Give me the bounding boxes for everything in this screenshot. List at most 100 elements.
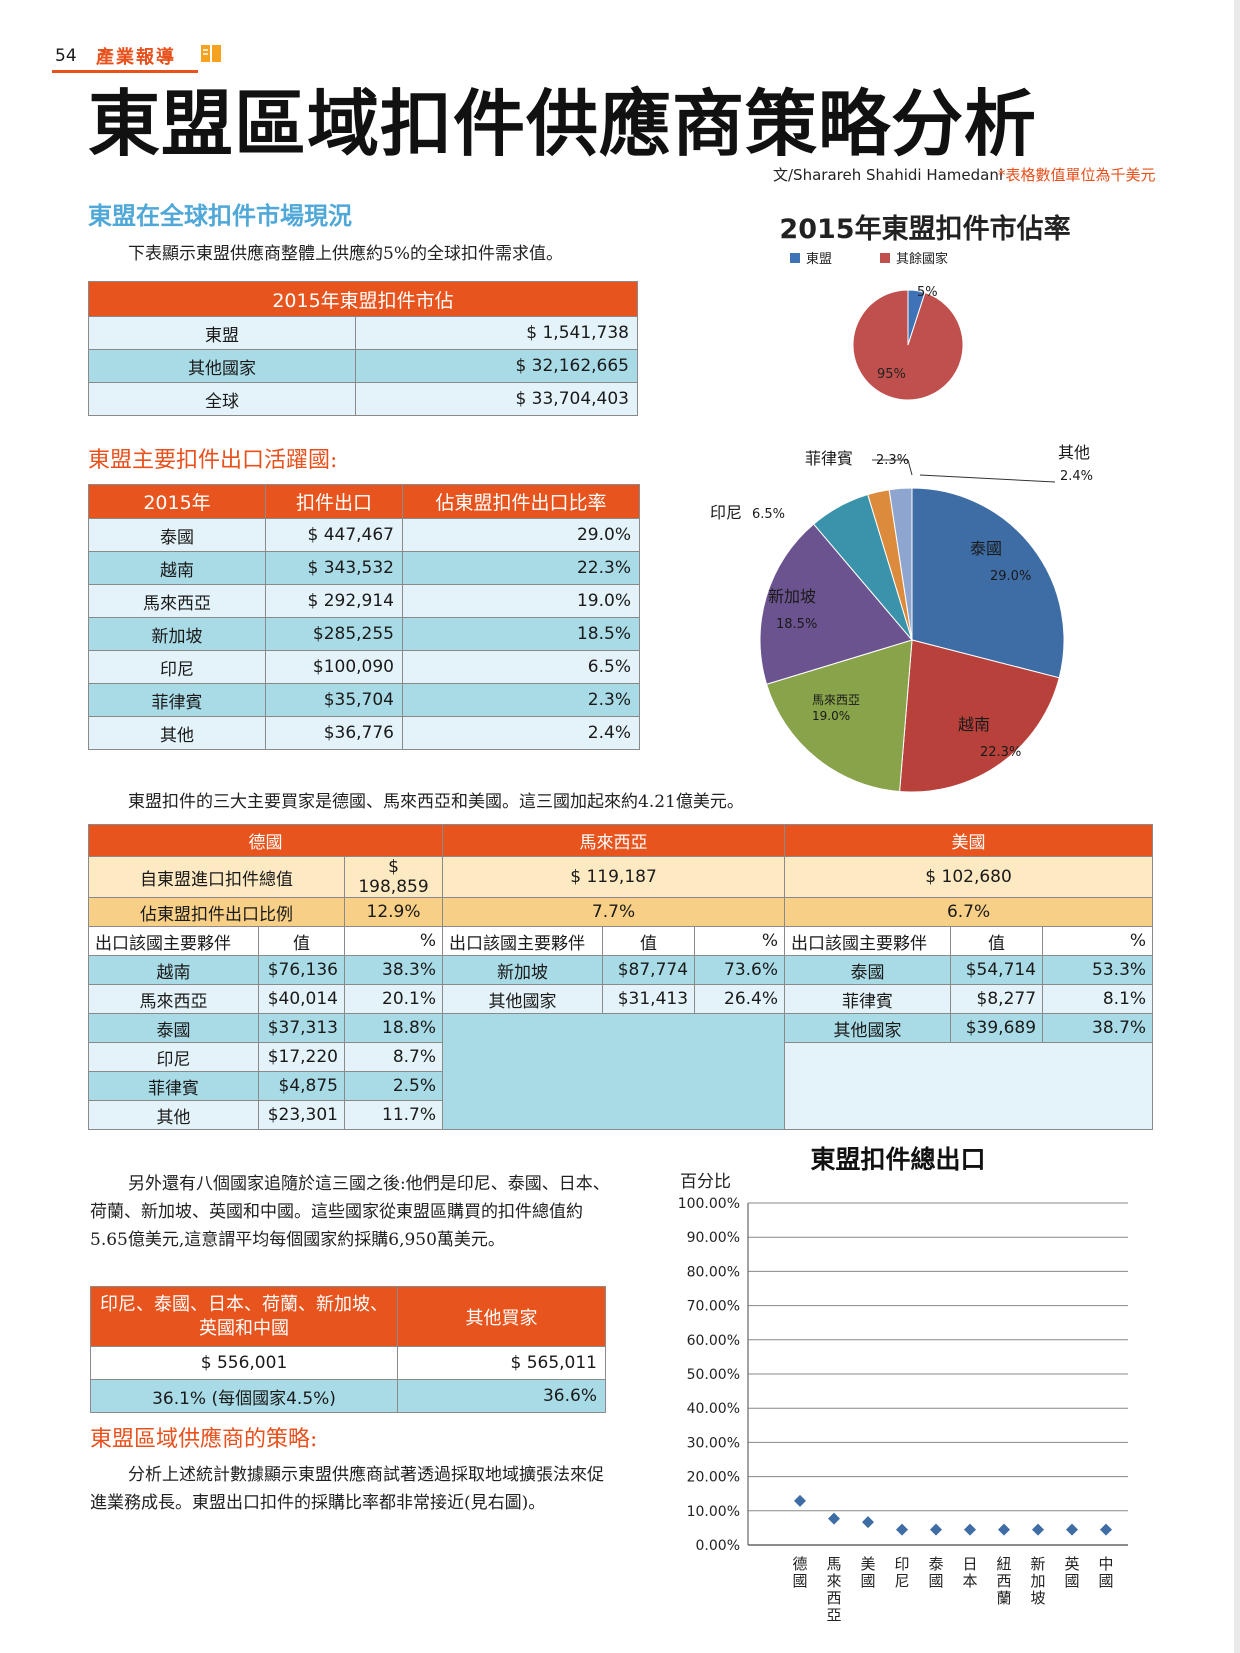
malaysia-value: $87,774	[602, 955, 696, 985]
total-export-scatter-chart: 東盟扣件總出口 百分比 0.00% 10.00% 20.00% 30.00% 40.00…	[678, 1145, 1128, 1624]
pie-slices	[759, 487, 1065, 793]
y-tick-label: 40.00%	[687, 1401, 740, 1417]
pie-category-label: 菲律賓	[805, 449, 853, 468]
table-row: 其他國家 $ 32,162,665	[88, 349, 638, 383]
x-tick-label: 中國	[1098, 1555, 1113, 1590]
data-point	[828, 1512, 840, 1525]
malaysia-empty-area	[442, 1013, 786, 1130]
partner-row: 菲律賓 $4,875 2.5%	[88, 1071, 1153, 1101]
country-header-malaysia: 馬來西亞	[442, 824, 786, 857]
pie-category-label: 馬來西亞	[812, 693, 860, 707]
sub-header-pct: %	[1042, 926, 1154, 956]
table-row: 東盟 $ 1,541,738	[88, 316, 638, 350]
x-tick-label: 新加坡	[1030, 1555, 1045, 1607]
pie-slice-thailand	[911, 487, 1065, 679]
malaysia-partner: 新加坡	[442, 955, 604, 985]
col-header: 佔東盟扣件出口比率	[402, 484, 640, 519]
cell-share: 6.5%	[402, 650, 640, 684]
y-tick-label: 0.00%	[696, 1538, 740, 1554]
y-tick-label: 80.00%	[687, 1264, 740, 1280]
germany-partner: 其他	[88, 1100, 259, 1130]
cell-country: 其他	[88, 716, 266, 750]
x-tick-label: 英國	[1064, 1555, 1079, 1590]
malaysia-value: $31,413	[602, 984, 696, 1014]
y-tick-label: 20.00%	[687, 1470, 740, 1486]
partner-row: 泰國 $37,313 18.8% 其他國家 $39,689 38.7%	[88, 1013, 1154, 1130]
followers-header: 印尼、泰國、日本、荷蘭、新加坡、英國和中國	[90, 1286, 398, 1347]
cell-share: 29.0%	[402, 518, 640, 552]
germany-value: $40,014	[258, 984, 345, 1014]
germany-value: $23,301	[258, 1100, 345, 1130]
share-value-germany: 12.9%	[343, 897, 444, 927]
germany-value: $4,875	[258, 1071, 345, 1101]
y-tick-label: 70.00%	[687, 1299, 740, 1315]
other-buyers-header: 其他買家	[397, 1286, 606, 1347]
usa-partner: 菲律賓	[784, 984, 952, 1014]
followers-share: 36.1% (每個國家4.5%)	[90, 1379, 398, 1413]
legend-label-asean: 東盟	[806, 251, 832, 267]
chart-title: 東盟扣件總出口	[810, 1145, 985, 1174]
germany-pct: 18.8%	[343, 1013, 444, 1043]
cell-country: 印尼	[88, 650, 266, 684]
col-header: 扣件出口	[265, 484, 403, 519]
table-row: 越南 $ 343,532 22.3%	[88, 551, 640, 585]
cell-share: 2.4%	[402, 716, 640, 750]
data-point	[998, 1523, 1010, 1536]
country-header-germany: 德國	[87, 824, 444, 857]
legend-label-others: 其餘國家	[896, 251, 948, 267]
germany-pct: 38.3%	[343, 955, 444, 985]
cell-export: $ 447,467	[265, 518, 403, 552]
germany-pct: 20.1%	[343, 984, 444, 1014]
data-point	[862, 1516, 874, 1529]
header-rule	[52, 70, 198, 73]
cell-share: 22.3%	[402, 551, 640, 585]
sub-header-partner: 出口該國主要夥伴	[784, 926, 952, 956]
share-value-usa: 6.7%	[784, 897, 1154, 927]
data-point	[1066, 1523, 1078, 1536]
y-tick-label: 10.00%	[687, 1504, 740, 1520]
legend-swatch-others	[880, 253, 890, 263]
pie-value-label: 19.0%	[812, 709, 850, 723]
x-tick-label: 美國	[860, 1555, 875, 1590]
buyers-intro: 東盟扣件的三大主要買家是德國、馬來西亞和美國。這三國加起來約4.21億美元。	[128, 792, 744, 812]
y-tick-label: 100.00%	[678, 1196, 740, 1212]
exporters-table-body: 泰國 $ 447,467 29.0% 越南 $ 343,532 22.3% 馬來西亞 $ 29…	[88, 518, 640, 750]
table-row: 全球 $ 33,704,403	[88, 382, 638, 416]
table-title: 2015年東盟扣件市佔	[88, 281, 638, 317]
pie-category-label: 泰國	[970, 539, 1002, 558]
cell-share: 19.0%	[402, 584, 640, 618]
cell-country: 新加坡	[88, 617, 266, 651]
germany-value: $37,313	[258, 1013, 345, 1043]
data-point	[930, 1523, 942, 1536]
partner-row: 越南 $76,136 38.3% 新加坡 $87,774 73.6% 泰國 $54,714 53…	[88, 955, 1154, 985]
x-tick-label: 馬來西亞	[826, 1555, 841, 1624]
pie-category-label: 越南	[958, 715, 990, 734]
author: 文/Sharareh Shahidi Hamedani	[773, 166, 1004, 184]
y-tick-label: 60.00%	[687, 1333, 740, 1349]
section-heading-exporters: 東盟主要扣件出口活躍國:	[88, 448, 338, 473]
sub-header-value: 值	[602, 926, 696, 956]
germany-pct: 8.7%	[343, 1042, 444, 1072]
import-value-germany: $ 198,859	[343, 856, 444, 898]
table-row: 泰國 $ 447,467 29.0%	[88, 518, 640, 552]
other-buyers-value: $ 565,011	[397, 1346, 606, 1380]
table-row: 馬來西亞 $ 292,914 19.0%	[88, 584, 640, 618]
market-intro: 下表顯示東盟供應商整體上供應約5%的全球扣件需求值。	[128, 244, 563, 264]
section-heading-market: 東盟在全球扣件市場現況	[88, 202, 352, 230]
followers-value: $ 556,001	[90, 1346, 398, 1380]
table-row: 印尼 $100,090 6.5%	[88, 650, 640, 684]
followers-table: 印尼、泰國、日本、荷蘭、新加坡、英國和中國 其他買家 $ 556,001 $ 5…	[90, 1286, 606, 1413]
sub-header-pct: %	[343, 926, 444, 956]
share-label: 佔東盟扣件出口比例	[88, 897, 345, 927]
x-tick-label: 泰國	[928, 1555, 943, 1590]
table-row: 菲律賓 $35,704 2.3%	[88, 683, 640, 717]
pie-category-label: 印尼	[710, 503, 742, 522]
x-tick-label: 日本	[962, 1555, 977, 1590]
slice-label-asean: 5%	[917, 285, 938, 300]
book-icon	[201, 45, 221, 62]
strategy-paragraph: 分析上述統計數據顯示東盟供應商試著透過採取地域擴張法來促進業務成長。東盟出口扣件…	[90, 1465, 604, 1513]
x-tick-label: 印尼	[894, 1555, 909, 1590]
data-points	[794, 1494, 1112, 1536]
usa-partner: 其他國家	[784, 1013, 952, 1043]
germany-partner: 泰國	[88, 1013, 259, 1043]
